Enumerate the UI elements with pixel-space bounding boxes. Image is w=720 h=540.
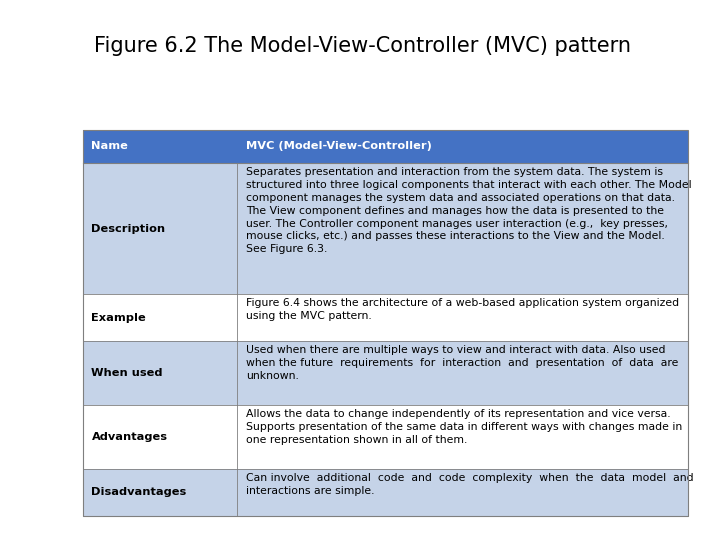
Text: Figure 6.4 shows the architecture of a web-based application system organized
us: Figure 6.4 shows the architecture of a w… (246, 299, 679, 321)
Bar (83, 469, 688, 516)
Text: Description: Description (91, 224, 166, 234)
Bar (83, 163, 688, 294)
Text: Allows the data to change independently of its representation and vice versa.
Su: Allows the data to change independently … (246, 409, 682, 445)
Text: When used: When used (91, 368, 163, 378)
Text: Advantages: Advantages (91, 432, 168, 442)
Bar (83, 130, 688, 516)
Text: Disadvantages: Disadvantages (91, 487, 186, 497)
Text: Example: Example (91, 313, 146, 322)
Text: Figure 6.2 The Model-View-Controller (MVC) pattern: Figure 6.2 The Model-View-Controller (MV… (94, 36, 631, 56)
Text: Can involve  additional  code  and  code  complexity  when  the  data  model  an: Can involve additional code and code com… (246, 473, 693, 496)
Text: Separates presentation and interaction from the system data. The system is
struc: Separates presentation and interaction f… (246, 167, 691, 254)
Bar (83, 341, 688, 405)
Bar (83, 294, 688, 341)
Text: MVC (Model-View-Controller): MVC (Model-View-Controller) (246, 141, 431, 151)
Text: Used when there are multiple ways to view and interact with data. Also used
when: Used when there are multiple ways to vie… (246, 346, 678, 381)
Bar (83, 130, 688, 163)
Text: Name: Name (91, 141, 128, 151)
Bar (83, 405, 688, 469)
